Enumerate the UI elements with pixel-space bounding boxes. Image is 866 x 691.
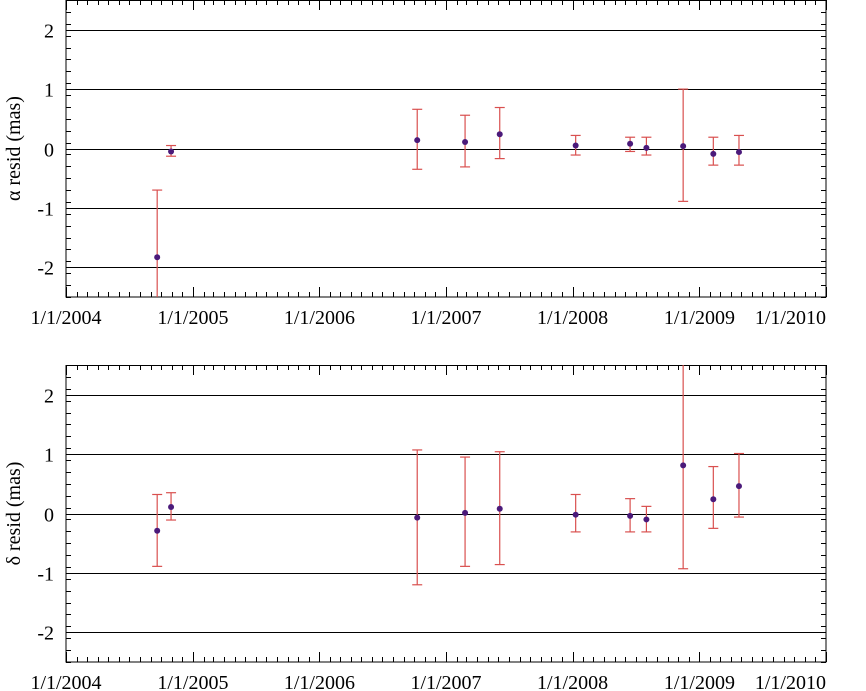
y-tick-label: -1	[37, 564, 54, 586]
data-point	[168, 148, 175, 155]
y-axis-title: δ resid (mas)	[3, 462, 25, 566]
y-tick-label: 1	[44, 80, 54, 102]
data-point	[572, 142, 579, 149]
data-point	[643, 144, 650, 151]
x-tick-label: 1/1/2004	[30, 672, 101, 691]
data-point	[680, 462, 687, 469]
y-tick-label: -1	[37, 199, 54, 221]
x-tick-label: 1/1/2008	[537, 307, 608, 329]
x-tick-label: 1/1/2009	[664, 672, 735, 691]
data-point	[735, 149, 742, 156]
data-point	[710, 150, 717, 157]
data-point	[680, 143, 687, 150]
x-tick-label: 1/1/2005	[157, 672, 228, 691]
data-point	[168, 503, 175, 510]
x-tick-label: 1/1/2005	[157, 307, 228, 329]
data-point	[710, 496, 717, 503]
plot-frame	[65, 0, 827, 298]
data-point	[643, 516, 650, 523]
data-point	[462, 509, 469, 516]
x-tick-label: 1/1/2010	[755, 307, 826, 329]
data-point	[627, 140, 634, 147]
x-tick-label: 1/1/2004	[30, 307, 101, 329]
y-tick-label: 2	[44, 386, 54, 408]
data-point	[414, 137, 421, 144]
data-point	[735, 483, 742, 490]
data-point	[414, 514, 421, 521]
data-point	[496, 131, 503, 138]
x-tick-label: 1/1/2006	[284, 307, 355, 329]
x-tick-label: 1/1/2007	[410, 307, 481, 329]
y-tick-label: 1	[44, 445, 54, 467]
x-tick-label: 1/1/2010	[755, 672, 826, 691]
y-tick-label: 2	[44, 21, 54, 43]
data-point	[496, 505, 503, 512]
x-tick-label: 1/1/2009	[664, 307, 735, 329]
x-tick-label: 1/1/2008	[537, 672, 608, 691]
plot-frame	[65, 365, 827, 663]
data-point	[154, 254, 161, 261]
x-tick-label: 1/1/2007	[410, 672, 481, 691]
data-point	[462, 138, 469, 145]
alpha-residual-panel: -2 -1 0 1 2 1/1/2004 1/1/2005 1/1/2006 1/1/2007 1…	[3, 0, 827, 329]
y-tick-label: 0	[44, 505, 54, 527]
y-axis-title: α resid (mas)	[3, 96, 25, 201]
delta-residual-panel: -2 -1 0 1 2 1/1/2004 1/1/2005 1/1/2006 1/1/2007 1…	[3, 365, 827, 691]
y-tick-label: -2	[37, 623, 54, 645]
x-tick-label: 1/1/2006	[284, 672, 355, 691]
y-tick-label: 0	[44, 140, 54, 162]
data-point	[154, 527, 161, 534]
data-point	[572, 511, 579, 518]
data-point	[627, 512, 634, 519]
y-tick-label: -2	[37, 258, 54, 280]
